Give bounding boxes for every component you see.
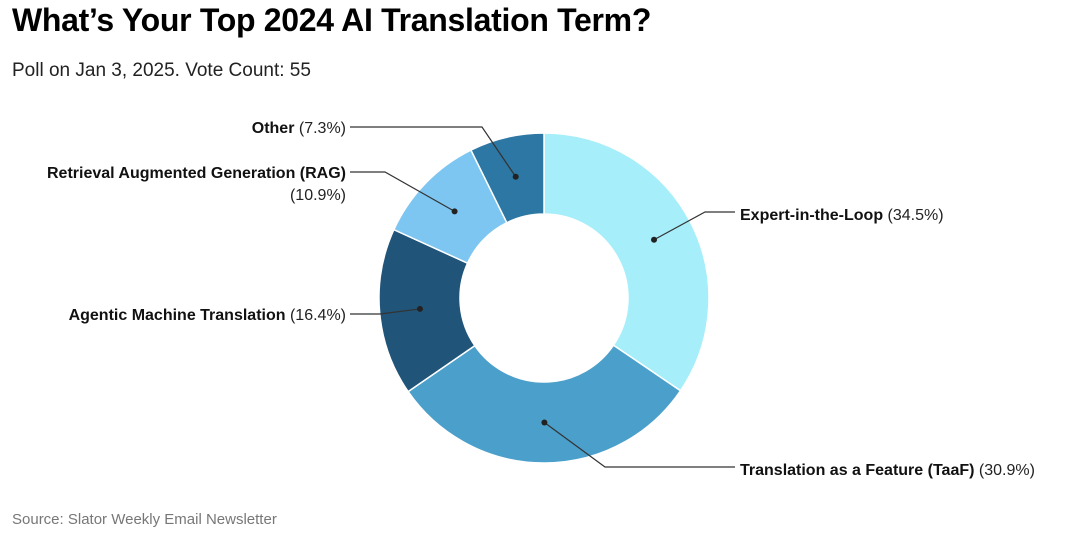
leader-dot-expert-in-the-loop — [651, 236, 658, 243]
slice-label-agentic-mt: Agentic Machine Translation (16.4%) — [69, 307, 346, 324]
leader-line-retrieval-augmented-generation-rag — [350, 171, 455, 212]
leader-dot-translation-as-a-feature-taaf — [541, 419, 548, 426]
leader-line-translation-as-a-feature-taaf — [544, 422, 735, 468]
slice-label-expert-in-the-loop: Expert-in-the-Loop (34.5%) — [740, 207, 944, 224]
source-note: Source: Slator Weekly Email Newsletter — [12, 511, 277, 528]
slice-label-rag-value: (10.9%) — [290, 187, 346, 204]
leader-dot-agentic-machine-translation — [416, 305, 423, 312]
leader-line-other — [350, 126, 517, 178]
slice-label-taaf: Translation as a Feature (TaaF) (30.9%) — [740, 462, 1035, 479]
leader-line-expert-in-the-loop — [653, 211, 735, 241]
leader-line-agentic-machine-translation — [350, 308, 421, 315]
slice-label-other: Other (7.3%) — [252, 120, 346, 137]
slice-label-rag-name: Retrieval Augmented Generation (RAG) — [47, 165, 346, 182]
leader-dot-other — [512, 173, 519, 180]
leader-dot-retrieval-augmented-generation-rag — [451, 208, 458, 215]
slice-expert-in-the-loop[interactable] — [543, 132, 710, 392]
slice-translation-as-a-feature-taaf[interactable] — [407, 344, 682, 464]
chart-title: What’s Your Top 2024 AI Translation Term… — [12, 2, 652, 38]
chart-subtitle: Poll on Jan 3, 2025. Vote Count: 55 — [12, 60, 311, 81]
